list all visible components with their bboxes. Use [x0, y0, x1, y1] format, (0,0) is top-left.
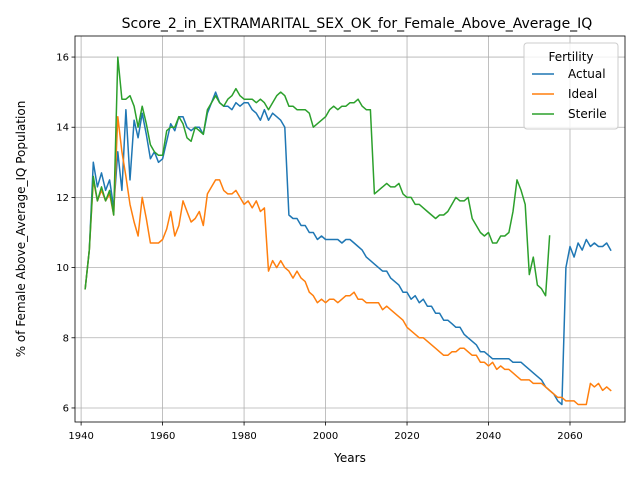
- legend-title: Fertility: [548, 50, 593, 64]
- x-tick-label: 2060: [557, 431, 582, 442]
- x-tick-label: 1940: [68, 431, 93, 442]
- x-tick-label: 2040: [476, 431, 501, 442]
- y-tick-label: 8: [63, 333, 69, 344]
- legend-label-actual: Actual: [568, 67, 606, 81]
- legend-label-ideal: Ideal: [568, 87, 597, 101]
- y-axis-label: % of Female Above_Average_IQ Population: [14, 101, 28, 358]
- y-tick-label: 14: [56, 123, 69, 134]
- y-tick-label: 6: [63, 403, 69, 414]
- y-tick-label: 16: [56, 53, 69, 64]
- legend: Fertility Actual Ideal Sterile: [524, 43, 618, 129]
- x-tick-label: 2000: [313, 431, 338, 442]
- y-tick-label: 10: [56, 263, 69, 274]
- x-tick-label: 2020: [394, 431, 419, 442]
- x-tick-label: 1980: [231, 431, 256, 442]
- y-tick-label: 12: [56, 193, 69, 204]
- x-axis-label: Years: [333, 451, 366, 465]
- legend-label-sterile: Sterile: [568, 107, 607, 121]
- chart-title: Score_2_in_EXTRAMARITAL_SEX_OK_for_Femal…: [122, 16, 593, 32]
- x-tick-label: 1960: [150, 431, 175, 442]
